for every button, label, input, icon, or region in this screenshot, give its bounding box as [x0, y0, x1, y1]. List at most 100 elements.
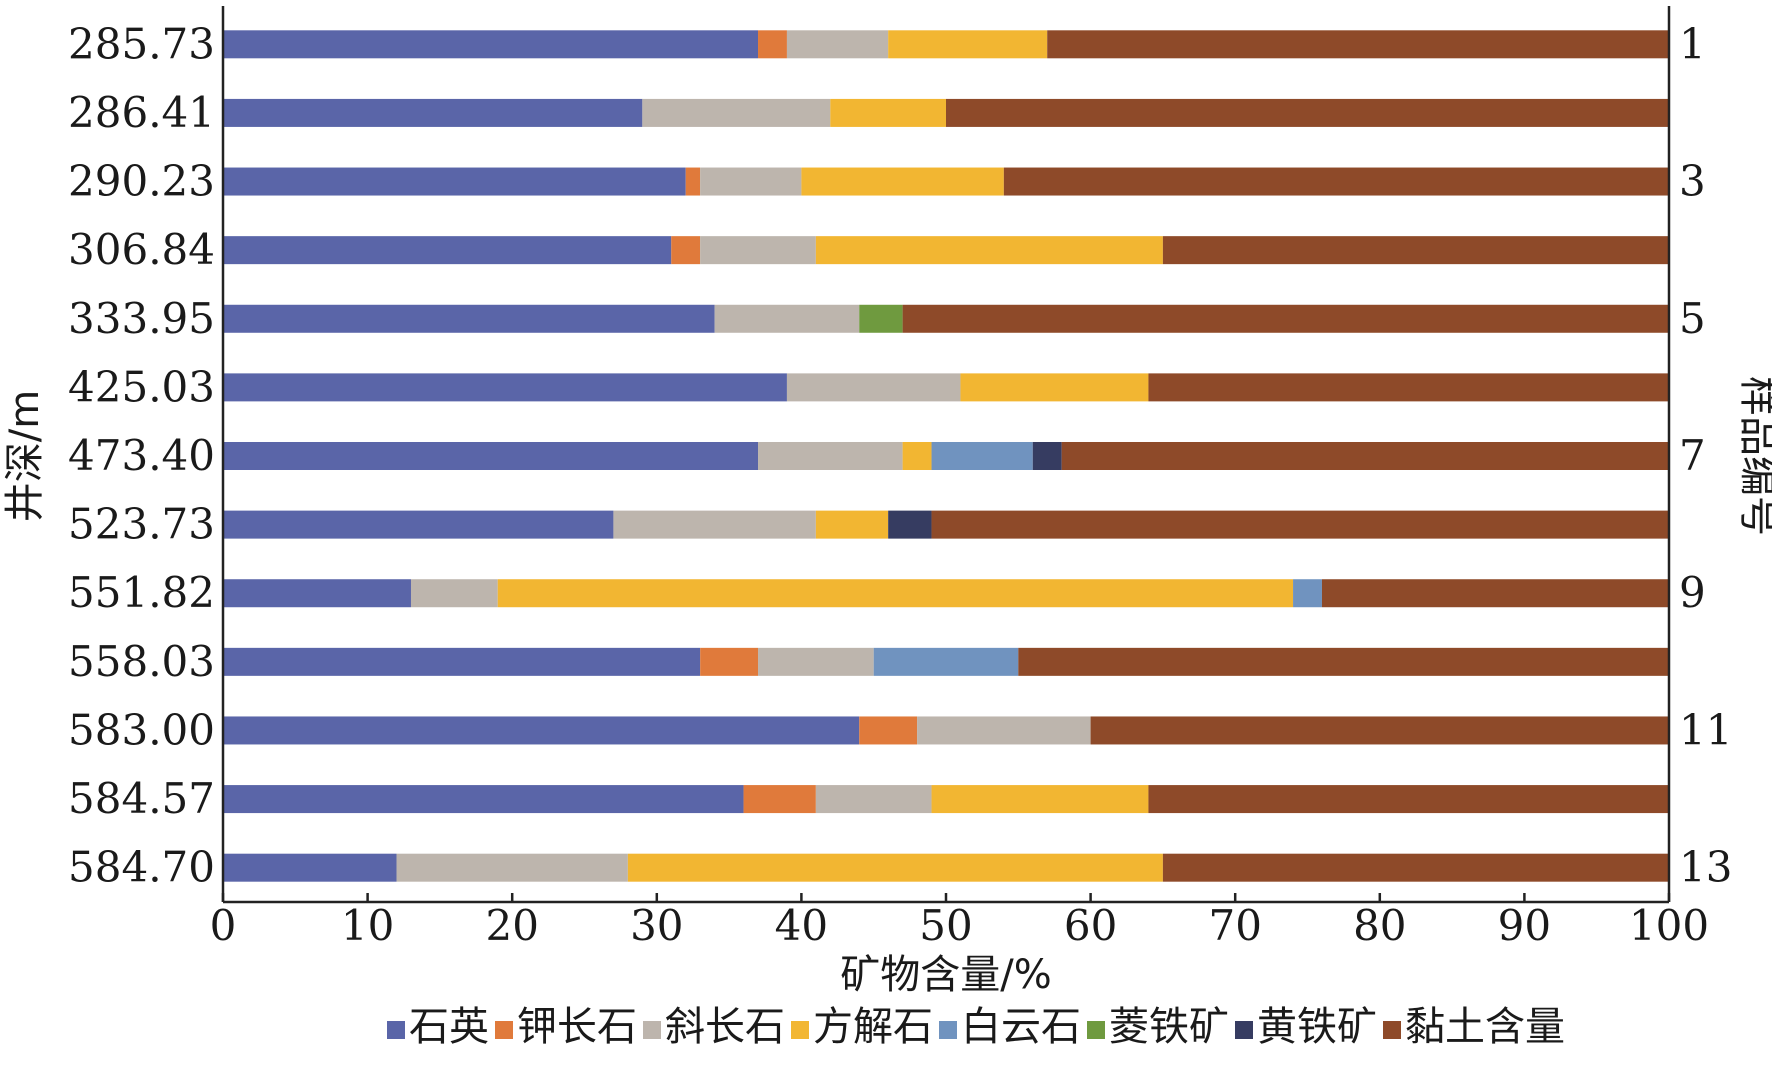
y-tick-labels: 285.73 286.41 290.23 306.84 333.95 425.03 473.… [68, 19, 215, 891]
x-tick-label-3: 30 [630, 901, 683, 950]
legend-label-3: 斜长石 [665, 1004, 785, 1050]
bar-segment-1-3 [786, 30, 889, 59]
x-tick-label-10: 100 [1629, 901, 1709, 950]
bar-segment-4-3 [700, 236, 816, 265]
legend-label-6: 菱铁矿 [1109, 1004, 1229, 1050]
bar-segment-9-1 [223, 579, 411, 608]
x-tick-label-0: 0 [210, 901, 237, 950]
y-tick-label-8: 523.73 [68, 500, 215, 549]
bar-segment-5-6 [859, 304, 903, 333]
y-tick-label-12: 584.57 [68, 774, 215, 823]
bar-segment-13-3 [396, 853, 628, 882]
y-tick-label-13: 584.70 [68, 843, 215, 892]
y-tick-label-2: 286.41 [68, 88, 215, 137]
x-tick-label-9: 90 [1498, 901, 1551, 950]
bar-segment-1-8 [1047, 30, 1669, 59]
bar-segment-7-1 [223, 442, 759, 470]
legend-swatch-3 [643, 1021, 661, 1039]
bar-segment-10-5 [873, 647, 1019, 676]
bar-segment-8-4 [815, 510, 889, 539]
bar-segment-7-3 [758, 442, 903, 470]
y-tick-label-1: 285.73 [68, 19, 215, 68]
x-tick-label-1: 10 [341, 901, 394, 950]
bar-segment-13-8 [1162, 853, 1669, 882]
bar-segment-7-4 [902, 442, 932, 470]
x-tick-label-7: 70 [1208, 901, 1261, 950]
legend: 石英 钾长石 斜长石 方解石 白云石 菱铁矿 黄铁矿 黏土含量 [387, 1004, 1565, 1050]
bar-segment-7-5 [931, 442, 1033, 470]
bar-segment-3-4 [801, 167, 1004, 196]
bar-segment-9-8 [1321, 579, 1669, 608]
sample-label-3: 3 [1679, 157, 1706, 206]
legend-label-7: 黄铁矿 [1257, 1004, 1377, 1050]
legend-swatch-6 [1087, 1021, 1105, 1039]
legend-swatch-8 [1383, 1021, 1401, 1039]
y-tick-label-4: 306.84 [68, 225, 215, 274]
x-tick-label-5: 50 [919, 901, 972, 950]
bar-segment-4-2 [671, 236, 701, 265]
bars-layer [223, 30, 1669, 882]
bar-segment-12-4 [931, 785, 1149, 814]
bar-segment-6-1 [223, 373, 787, 402]
axes-layer [221, 6, 1671, 904]
bar-segment-12-8 [1148, 785, 1669, 814]
bar-segment-4-8 [1162, 236, 1669, 265]
bar-segment-7-7 [1032, 442, 1062, 470]
bar-segment-10-3 [758, 647, 874, 676]
y2-axis-title: 样品编号 [1735, 376, 1772, 536]
bar-segment-5-1 [223, 304, 715, 333]
sample-label-7: 7 [1679, 431, 1706, 480]
bar-segment-6-4 [960, 373, 1149, 402]
bar-segment-3-1 [223, 167, 686, 196]
legend-swatch-4 [791, 1021, 809, 1039]
bar-segment-3-3 [700, 167, 802, 196]
bar-segment-11-2 [859, 716, 918, 745]
bar-segment-12-2 [743, 785, 816, 814]
x-tick-label-2: 20 [485, 901, 538, 950]
bar-segment-8-1 [223, 510, 614, 539]
legend-swatch-2 [495, 1021, 513, 1039]
bar-segment-5-8 [902, 304, 1669, 333]
bar-segment-2-1 [223, 98, 643, 127]
y-axis-title: 井深/m [2, 390, 48, 522]
x-tick-label-4: 40 [775, 901, 828, 950]
y-tick-label-11: 583.00 [68, 705, 215, 754]
x-tick-label-8: 80 [1353, 901, 1406, 950]
bar-segment-2-4 [830, 98, 946, 127]
bar-segment-4-4 [815, 236, 1163, 265]
bar-segment-2-3 [642, 98, 831, 127]
bar-segment-12-3 [815, 785, 932, 814]
x-tick-labels: 0 10 20 30 40 50 60 70 80 90 100 [210, 901, 1709, 950]
bar-segment-11-1 [223, 716, 860, 745]
y-tick-label-10: 558.03 [68, 637, 215, 686]
sample-label-11: 11 [1679, 705, 1732, 754]
bar-segment-6-3 [786, 373, 961, 402]
y-tick-label-7: 473.40 [68, 431, 215, 480]
bar-segment-10-1 [223, 647, 701, 676]
bar-segment-10-8 [1018, 647, 1669, 676]
bar-segment-11-8 [1090, 716, 1669, 745]
bar-segment-8-8 [931, 510, 1669, 539]
bar-segment-3-2 [685, 167, 701, 196]
bar-segment-1-1 [223, 30, 759, 59]
bar-segment-7-8 [1061, 442, 1669, 470]
bar-segment-11-3 [917, 716, 1091, 745]
bar-segment-6-8 [1148, 373, 1669, 402]
sample-label-1: 1 [1679, 19, 1706, 68]
legend-swatch-7 [1235, 1021, 1253, 1039]
sample-label-5: 5 [1679, 294, 1706, 343]
bar-segment-1-4 [888, 30, 1048, 59]
legend-label-8: 黏土含量 [1405, 1004, 1565, 1050]
y-tick-label-3: 290.23 [68, 157, 215, 206]
bar-segment-5-3 [714, 304, 860, 333]
y-tick-label-6: 425.03 [68, 362, 215, 411]
bar-segment-4-1 [223, 236, 672, 265]
legend-label-2: 钾长石 [517, 1004, 637, 1050]
sample-label-9: 9 [1679, 568, 1706, 617]
bar-segment-8-3 [613, 510, 816, 539]
legend-label-1: 石英 [409, 1004, 489, 1050]
x-tick-label-6: 60 [1064, 901, 1117, 950]
bar-segment-9-3 [410, 579, 498, 608]
